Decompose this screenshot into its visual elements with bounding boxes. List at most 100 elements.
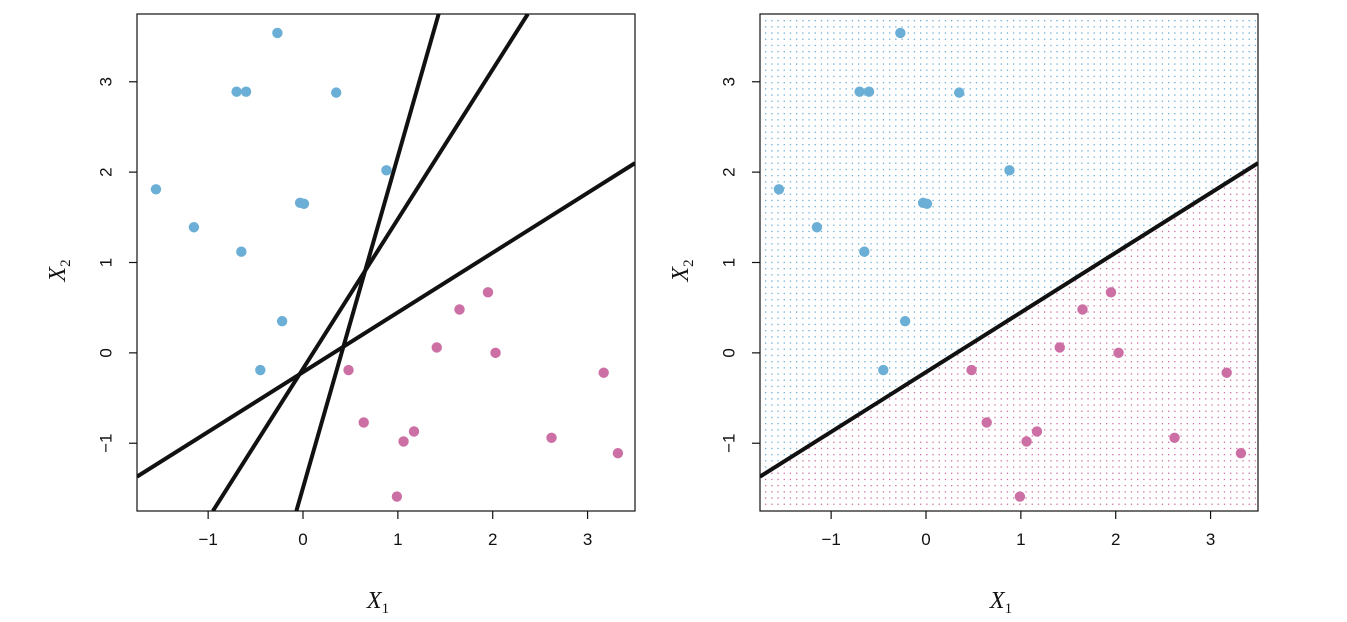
region-dot-blue (1044, 255, 1046, 257)
region-dot-pink (808, 497, 810, 499)
region-dot-blue (771, 392, 773, 394)
region-dot-blue (814, 181, 816, 183)
region-dot-pink (1075, 280, 1077, 282)
region-dot-pink (1075, 472, 1077, 474)
region-dot-blue (938, 119, 940, 121)
region-dot-blue (789, 20, 792, 22)
region-dot-blue (882, 218, 885, 220)
region-dot-blue (1056, 237, 1058, 239)
region-dot-blue (975, 69, 978, 71)
y-tick-label: −1 (96, 434, 115, 453)
region-dot-blue (920, 38, 922, 40)
region-dot-blue (765, 286, 767, 288)
region-dot-blue (839, 212, 841, 214)
region-dot-blue (913, 280, 916, 282)
region-dot-blue (988, 75, 990, 78)
region-dot-blue (938, 44, 940, 47)
region-dot-pink (975, 373, 978, 375)
region-dot-blue (796, 348, 798, 350)
region-dot-blue (876, 131, 878, 133)
region-dot-blue (1062, 38, 1064, 40)
region-dot-blue (889, 168, 891, 171)
region-dot-blue (827, 131, 829, 133)
region-dot-blue (870, 212, 872, 214)
region-dot-pink (1044, 503, 1046, 505)
region-dot-pink (882, 491, 885, 493)
region-dot-blue (864, 125, 866, 127)
series-2 (343, 287, 624, 502)
region-dot-blue (833, 88, 835, 90)
region-dot-pink (963, 423, 965, 425)
region-dot-blue (1106, 187, 1108, 189)
region-dot-blue (796, 423, 798, 425)
region-dot-pink (876, 423, 878, 425)
region-dot-blue (988, 156, 990, 158)
region-dot-pink (1137, 299, 1139, 301)
region-dot-blue (926, 82, 928, 84)
region-dot-pink (1087, 299, 1089, 301)
region-dot-pink (1124, 379, 1126, 381)
region-dot-blue (895, 119, 897, 121)
region-dot-blue (969, 286, 971, 288)
region-dot-blue (963, 44, 965, 47)
region-dot-pink (870, 497, 872, 499)
region-dot-blue (1013, 144, 1015, 146)
region-dot-blue (1137, 168, 1139, 171)
region-dot-blue (851, 361, 854, 363)
region-dot-pink (913, 497, 916, 499)
region-dot-blue (876, 113, 878, 115)
region-dot-blue (1044, 162, 1046, 164)
region-dot-blue (1006, 106, 1009, 109)
region-dot-pink (957, 497, 959, 499)
region-dot-blue (796, 51, 798, 53)
region-dot-blue (944, 292, 947, 295)
region-dot-pink (1106, 311, 1108, 313)
region-dot-pink (1081, 447, 1083, 450)
region-dot-blue (1019, 243, 1021, 245)
region-dot-blue (938, 336, 940, 338)
region-dot-blue (920, 82, 922, 84)
region-dot-blue (827, 398, 829, 400)
region-dot-blue (938, 299, 940, 301)
region-dot-blue (1013, 44, 1015, 47)
region-dot-blue (1013, 230, 1015, 233)
region-dot-blue (926, 237, 928, 239)
region-dot-blue (771, 348, 773, 350)
region-dot-pink (926, 379, 928, 381)
region-dot-blue (1137, 106, 1139, 109)
region-dot-blue (789, 416, 792, 419)
region-dot-blue (802, 181, 804, 183)
region-dot-blue (796, 429, 798, 431)
region-dot-blue (771, 162, 773, 164)
region-dot-blue (765, 193, 767, 195)
region-dot-blue (876, 354, 878, 357)
region-dot-blue (901, 69, 903, 71)
region-dot-blue (901, 280, 903, 282)
region-dot-pink (1081, 348, 1083, 350)
region-dot-blue (858, 137, 860, 140)
region-dot-pink (988, 435, 990, 437)
region-dot-blue (1019, 63, 1021, 65)
region-dot-blue (864, 354, 866, 357)
region-dot-blue (765, 106, 767, 109)
region-dot-pink (926, 472, 928, 474)
region-dot-blue (895, 131, 897, 133)
region-dot-blue (1093, 181, 1095, 183)
region-dot-blue (802, 32, 804, 34)
region-dot-blue (1044, 224, 1046, 226)
region-dot-pink (1137, 330, 1139, 332)
region-dot-pink (1143, 478, 1145, 481)
region-dot-blue (951, 199, 953, 202)
region-dot-blue (1013, 193, 1015, 195)
region-dot-blue (765, 20, 767, 22)
region-dot-blue (851, 243, 854, 245)
region-dot-blue (1037, 125, 1040, 127)
region-dot-blue (870, 162, 872, 164)
region-dot-blue (944, 274, 947, 276)
region-dot-blue (1006, 144, 1009, 146)
region-dot-blue (820, 317, 823, 319)
region-dot-pink (1130, 503, 1133, 505)
region-dot-blue (1031, 75, 1033, 78)
region-dot-blue (994, 218, 996, 220)
region-dot-blue (1130, 20, 1133, 22)
